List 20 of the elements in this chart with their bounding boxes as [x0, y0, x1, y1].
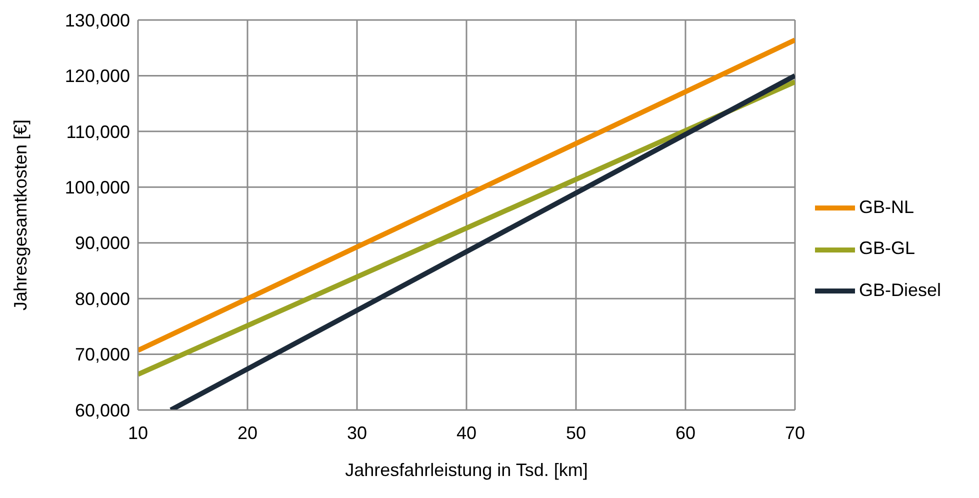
y-tick-label: 80,000 — [74, 288, 130, 309]
y-tick-label: 130,000 — [64, 10, 130, 30]
y-tick-label: 70,000 — [74, 344, 130, 365]
y-tick-label: 100,000 — [64, 178, 130, 198]
x-tick-label: 10 — [128, 422, 148, 443]
legend-label: GB-GL — [858, 238, 915, 258]
y-tick-label: 110,000 — [66, 122, 130, 142]
y-tick-label: 60,000 — [74, 400, 130, 420]
y-tick-label: 90,000 — [74, 233, 130, 254]
y-tick-label: 120,000 — [64, 66, 130, 86]
x-axis-title: Jahresfahrleistung in Tsd. [km] — [345, 460, 588, 480]
y-axis-title: Jahresgesamtkosten [€] — [10, 119, 30, 311]
legend-label: GB-NL — [858, 197, 914, 218]
x-tick-label: 70 — [784, 422, 805, 443]
x-tick-label: 30 — [346, 422, 368, 443]
x-tick-label: 40 — [456, 422, 476, 443]
x-tick-label: 50 — [566, 422, 586, 443]
legend-label: GB-Diesel — [858, 280, 941, 300]
x-tick-label: 20 — [237, 422, 258, 443]
x-tick-label: 60 — [675, 422, 696, 443]
